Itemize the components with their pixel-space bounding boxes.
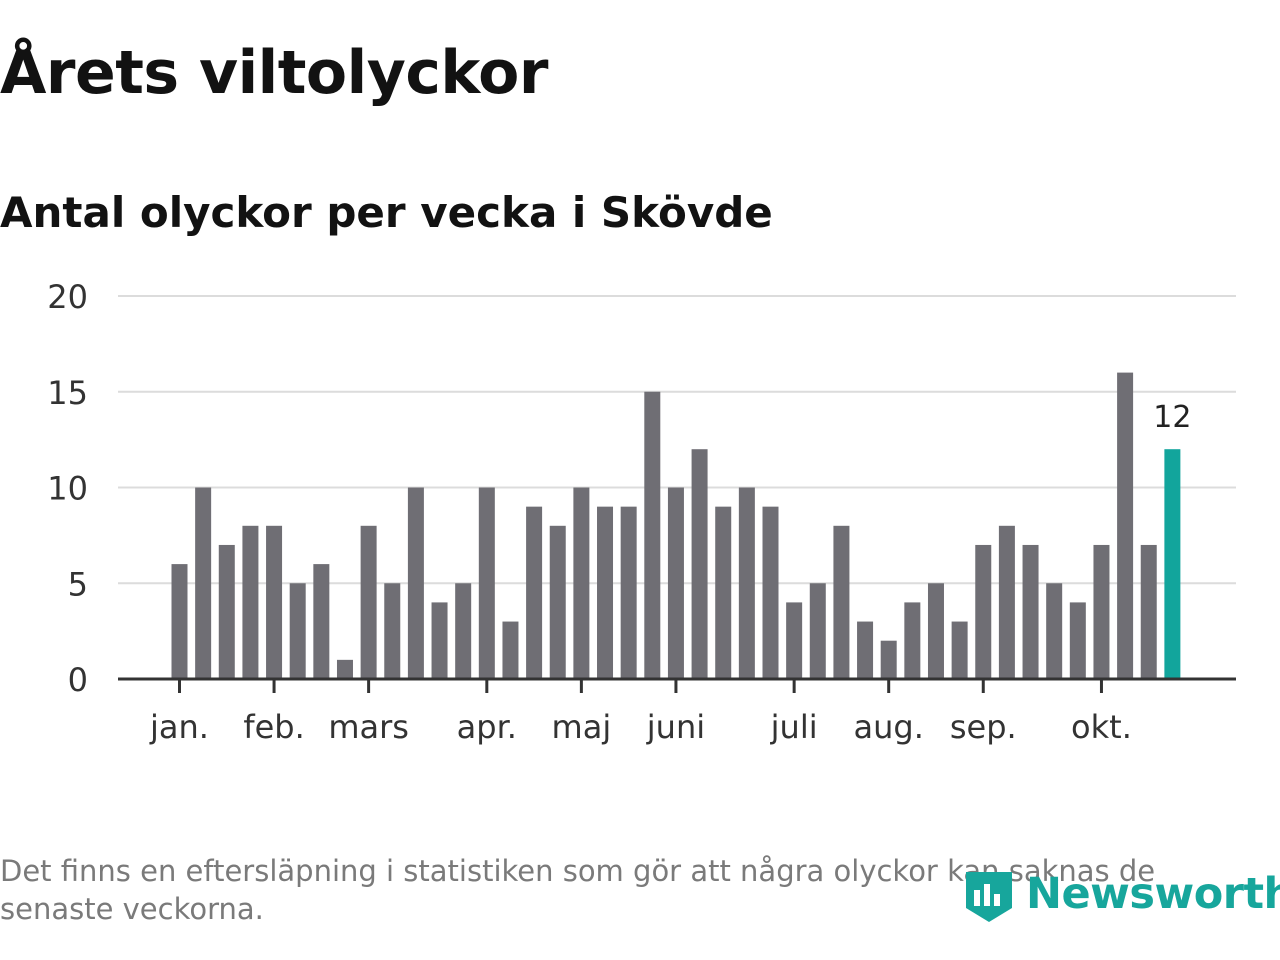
x-tick-label: mars xyxy=(328,708,409,746)
y-tick-label: 20 xyxy=(47,278,88,316)
bar xyxy=(1046,583,1063,679)
bar xyxy=(1093,544,1110,679)
bar xyxy=(360,525,377,679)
chart-subtitle: Antal olyckor per vecka i Skövde xyxy=(0,188,773,237)
bar-highlighted xyxy=(1164,449,1181,679)
x-tick-label: apr. xyxy=(457,708,517,746)
x-axis-ticks: jan. feb. mars apr. maj juni juli aug. sep. okt. xyxy=(149,679,1132,746)
bars xyxy=(171,372,1181,679)
bar xyxy=(336,659,353,679)
bar xyxy=(1117,372,1134,679)
bar xyxy=(313,564,330,679)
y-tick-label: 5 xyxy=(68,565,88,603)
bar xyxy=(833,525,850,679)
bar xyxy=(998,525,1015,679)
bar xyxy=(573,487,590,679)
logo-text: Newsworthy xyxy=(1026,869,1280,919)
x-tick-label: juni xyxy=(646,708,705,746)
x-tick-label: okt. xyxy=(1071,708,1132,746)
y-axis-ticks: 0 5 10 15 20 xyxy=(47,278,88,699)
bar xyxy=(431,602,448,679)
bar xyxy=(904,602,921,679)
bar-value-label: 12 xyxy=(1153,400,1191,435)
bar xyxy=(266,525,283,679)
y-tick-label: 15 xyxy=(47,374,88,412)
footnote: Det finns en eftersläpning i statistiken… xyxy=(0,854,1156,926)
x-tick-label: aug. xyxy=(854,708,924,746)
x-tick-label: sep. xyxy=(950,708,1017,746)
bar xyxy=(455,583,472,679)
bar xyxy=(478,487,495,679)
bar xyxy=(407,487,424,679)
bar xyxy=(951,621,968,679)
bar xyxy=(549,525,566,679)
x-tick-label: maj xyxy=(552,708,612,746)
y-tick-label: 10 xyxy=(47,470,88,508)
bar xyxy=(927,583,944,679)
bar xyxy=(880,640,897,679)
bar xyxy=(1140,544,1157,679)
bar xyxy=(715,506,732,679)
bar xyxy=(289,583,306,679)
bar xyxy=(857,621,874,679)
bar xyxy=(502,621,519,679)
x-tick-label: juli xyxy=(770,708,818,746)
bar xyxy=(809,583,826,679)
newsworthy-logo-icon xyxy=(966,872,1012,922)
bar xyxy=(667,487,684,679)
bar xyxy=(195,487,212,679)
bar xyxy=(218,544,235,679)
bar xyxy=(620,506,637,679)
bar xyxy=(691,449,708,679)
bar xyxy=(1022,544,1039,679)
bar xyxy=(597,506,614,679)
bar xyxy=(384,583,401,679)
bar xyxy=(786,602,803,679)
newsworthy-logo: Newsworthy xyxy=(962,862,1280,926)
bar xyxy=(1069,602,1086,679)
bar-chart: 0 5 10 15 20 jan. feb. mars apr. maj juni juli aug.… xyxy=(47,278,1236,746)
annotations: 12 xyxy=(1153,400,1191,435)
x-tick-label: feb. xyxy=(243,708,304,746)
y-tick-label: 0 xyxy=(68,661,88,699)
bar xyxy=(242,525,259,679)
bar xyxy=(644,391,661,679)
x-tick-label: jan. xyxy=(149,708,209,746)
bar xyxy=(171,564,188,679)
bar xyxy=(762,506,779,679)
bar xyxy=(526,506,543,679)
bar xyxy=(738,487,755,679)
bar xyxy=(975,544,992,679)
chart-title: Årets viltolyckor xyxy=(0,38,549,108)
